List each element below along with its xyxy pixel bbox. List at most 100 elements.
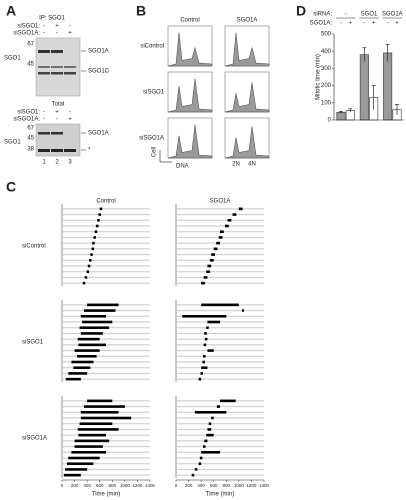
bar [336, 111, 346, 121]
mitosis-bar [213, 247, 218, 251]
band [64, 149, 76, 152]
x-tick-label: 600 [96, 483, 104, 488]
mitosis-bar [232, 213, 237, 216]
mitosis-bar [203, 354, 206, 358]
band-label: SGO1A [88, 49, 109, 55]
x-tick-label: 800 [223, 483, 231, 488]
mw-marker: 67 [27, 42, 34, 48]
x-axis-label: Time (min) [92, 492, 120, 498]
band [51, 132, 63, 135]
sign: + [68, 117, 72, 123]
group-label: siRNA: [313, 12, 332, 18]
row-label: siSGO1A [22, 436, 47, 442]
x-tick-label: 400 [197, 483, 205, 488]
mitosis-bar [182, 314, 227, 318]
mitosis-bar [98, 213, 101, 216]
panel-label: C [6, 179, 16, 195]
mitosis-bar [89, 258, 92, 262]
row-label: siControl [22, 244, 46, 250]
mitosis-bar [80, 314, 106, 318]
mitosis-bar [203, 343, 207, 347]
x-tick-label: 600 [210, 483, 218, 488]
series-sign: - [340, 21, 342, 27]
ip-label: IP: SGO1 [39, 16, 65, 22]
mitosis-bar [65, 468, 88, 471]
mitosis-bar [84, 309, 116, 312]
series-sign: + [349, 21, 353, 27]
histogram [224, 32, 270, 67]
x-tick-label: 1400 [259, 483, 270, 488]
mitosis-bar [227, 218, 232, 222]
category-label: SGO1 [361, 12, 378, 18]
lane-number: 3 [68, 160, 72, 166]
mitosis-bar [99, 207, 103, 211]
mitosis-bar [91, 247, 95, 251]
mitosis-bar [201, 366, 208, 370]
series-sign: + [395, 21, 399, 27]
mitosis-bar [92, 241, 95, 245]
band [51, 66, 63, 68]
mw-marker: 67 [27, 126, 34, 132]
sign: - [43, 31, 45, 37]
band [51, 72, 63, 75]
mitosis-bar [82, 320, 113, 324]
panel-label: B [136, 3, 146, 19]
sign: + [68, 31, 72, 37]
mw-marker: 45 [27, 62, 34, 68]
mitosis-bar [67, 462, 94, 466]
x-tick-label: 1400 [145, 483, 156, 488]
y-tick-label: 100 [321, 100, 332, 106]
sign: - [69, 110, 71, 116]
x-axis-label: Time (min) [206, 492, 234, 498]
band [38, 50, 50, 53]
row-label: siControl [140, 44, 164, 50]
mitosis-bar [80, 410, 119, 414]
sign: - [56, 31, 58, 37]
mitosis-bar [206, 270, 210, 274]
band [38, 66, 50, 68]
mitosis-bar [207, 349, 214, 352]
panel-label: D [296, 3, 306, 19]
mitosis-bar [95, 224, 99, 228]
x-tick-label: 1000 [234, 483, 245, 488]
row-label: siSGO1A [139, 136, 164, 142]
sign: - [56, 117, 58, 123]
histogram [224, 82, 270, 113]
mitosis-bar [77, 354, 97, 358]
mitosis-bar [94, 230, 98, 234]
x-tick-label: 1200 [132, 483, 143, 488]
mitosis-bar [90, 253, 93, 256]
x-tick-label: 200 [185, 483, 193, 488]
histogram [167, 32, 213, 67]
band-label: * [88, 148, 91, 154]
sign: + [55, 24, 59, 30]
x-tick-label: 800 [109, 483, 117, 488]
mitosis-bar [194, 468, 198, 471]
mitosis-bar [71, 450, 106, 454]
histogram [167, 124, 213, 159]
band-label: SGO1A [88, 131, 109, 137]
mitosis-bar [216, 241, 220, 245]
mitosis-bar [202, 360, 205, 364]
histogram [224, 126, 270, 159]
band [38, 72, 50, 75]
protein-label: SGO1 [4, 140, 21, 146]
row-label: siSGO1 [22, 340, 44, 346]
band [64, 72, 76, 75]
lane-number: 1 [42, 160, 46, 166]
column-label: Control [96, 199, 115, 205]
panel-label: A [6, 3, 16, 19]
mitosis-bar [68, 372, 88, 375]
mitosis-bar [63, 473, 81, 477]
mitosis-bar [201, 281, 205, 285]
category-label: SGO1A [382, 12, 403, 18]
mitosis-bar [87, 264, 91, 268]
y-tick-label: 0 [328, 118, 332, 124]
mitosis-bar [71, 360, 94, 364]
mitosis-bar [78, 343, 106, 347]
mitosis-bar [87, 399, 113, 403]
mitosis-bar [80, 332, 103, 335]
mitosis-bar [204, 332, 207, 335]
sign: - [43, 24, 45, 30]
column-label: Control [180, 18, 199, 24]
